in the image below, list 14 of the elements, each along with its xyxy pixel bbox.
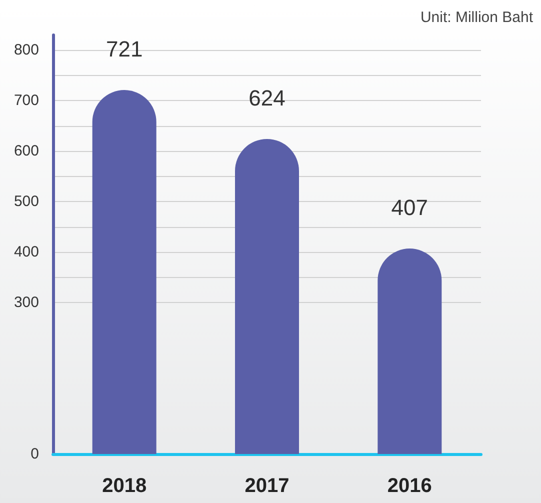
y-tick-label: 0	[30, 446, 39, 462]
data-label: 721	[106, 36, 143, 62]
y-tick-label: 300	[14, 294, 39, 312]
y-tick-label: 700	[14, 92, 39, 110]
data-label: 407	[391, 195, 428, 220]
y-tick-label: 800	[14, 42, 39, 59]
y-tick-label: 400	[14, 244, 39, 261]
x-tick-label: 2016	[387, 475, 432, 497]
text: Unit: Million Baht	[420, 9, 534, 26]
x-tick-label: 2018	[102, 475, 147, 497]
data-label: 624	[248, 85, 286, 110]
y-tick-label: 500	[14, 193, 39, 210]
y-tick-label: 600	[14, 142, 39, 160]
x-tick-label: 2017	[244, 475, 290, 497]
